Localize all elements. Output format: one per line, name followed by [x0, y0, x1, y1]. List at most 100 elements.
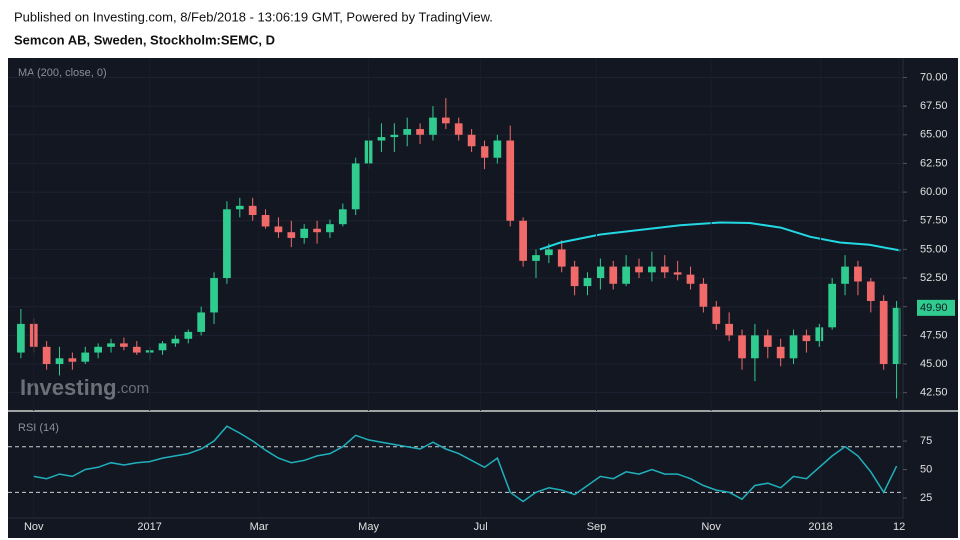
legend-entry: RSI (14) — [18, 422, 59, 434]
y-tick-label: 67.50 — [920, 100, 948, 112]
candle-body — [42, 346, 51, 365]
candle-body — [403, 129, 412, 135]
candle-body — [81, 352, 90, 362]
x-tick-label: Jul — [474, 521, 488, 533]
candle-body — [158, 343, 167, 351]
candle-body — [892, 307, 901, 365]
series-line — [539, 221, 901, 252]
watermark-part: Investing — [20, 375, 117, 400]
candle-body — [506, 140, 515, 221]
candle-body — [789, 335, 798, 359]
candle-body — [751, 335, 759, 359]
x-tick-label: Sep — [587, 521, 607, 533]
y-tick-label: 42.50 — [920, 387, 948, 399]
candle-body — [828, 283, 837, 328]
candle-body — [802, 335, 811, 342]
candle-body — [17, 323, 25, 353]
candle-body — [171, 338, 180, 344]
y-tick-label: 65.00 — [920, 129, 948, 141]
candle-body — [841, 266, 849, 284]
candle-body — [635, 266, 643, 273]
y-tick-label: 75 — [920, 435, 932, 447]
candle-body — [274, 226, 283, 233]
candle-body — [120, 343, 128, 347]
y-tick-label: 55.00 — [920, 243, 948, 255]
candle-body — [261, 215, 270, 227]
candle-body — [287, 232, 296, 238]
y-tick-label: 52.50 — [920, 272, 948, 284]
candle-body — [184, 331, 193, 339]
legend-entry: MA (200, close, 0) — [18, 67, 107, 79]
candle-body — [609, 266, 618, 284]
candle-body — [763, 335, 772, 347]
candle-body — [197, 312, 206, 332]
candle-body — [557, 249, 566, 267]
candle-body — [660, 266, 669, 273]
y-tick-label: 60.00 — [920, 186, 948, 198]
candle-body — [223, 209, 231, 279]
candle-body — [416, 129, 424, 135]
candle-body — [738, 335, 746, 359]
candle-body — [68, 358, 77, 362]
x-tick-label: Mar — [250, 521, 269, 533]
candle-body — [55, 358, 64, 365]
symbol-title: Semcon AB, Sweden, Stockholm:SEMC, D — [14, 32, 275, 47]
candle-body — [699, 283, 708, 307]
candle-body — [570, 266, 579, 287]
y-tick-label: 62.50 — [920, 157, 948, 169]
candle-body — [94, 346, 103, 353]
candle-body — [673, 272, 682, 275]
x-tick-label: 2017 — [137, 521, 161, 533]
candle-body — [596, 266, 605, 279]
x-tick-label: 2018 — [808, 521, 832, 533]
candle-body — [467, 134, 476, 147]
candle-body — [493, 140, 502, 158]
candle-body — [390, 134, 399, 138]
candle-body — [338, 209, 347, 225]
y-tick-label: 50 — [920, 463, 932, 475]
candle-body — [622, 266, 630, 284]
x-tick-label: May — [358, 521, 379, 533]
watermark-part: .com — [117, 380, 150, 397]
candle-body — [725, 323, 734, 336]
watermark: Investing.com — [20, 375, 149, 400]
candle-body — [879, 300, 888, 365]
candle-body — [712, 306, 721, 324]
x-tick-label: Nov — [24, 521, 44, 533]
candle-body — [532, 255, 540, 261]
candle-body — [545, 249, 553, 256]
candle-body — [248, 205, 257, 216]
last-price-label: 49.90 — [920, 302, 948, 314]
candle-body — [300, 228, 309, 238]
candle-body — [441, 117, 450, 124]
published-note: Published on Investing.com, 8/Feb/2018 -… — [14, 9, 493, 24]
candle-body — [686, 274, 695, 284]
candle-body — [210, 278, 218, 313]
candle-body — [454, 123, 463, 135]
candle-body — [235, 205, 244, 210]
candle-body — [351, 163, 360, 210]
candle-body — [648, 266, 656, 273]
x-tick-label: Nov — [701, 521, 721, 533]
y-tick-label: 57.50 — [920, 215, 948, 227]
y-tick-label: 70.00 — [920, 71, 948, 83]
y-tick-label: 45.00 — [920, 358, 948, 370]
last-price-box — [917, 299, 955, 316]
candle-body — [429, 117, 437, 135]
candle-body — [776, 346, 785, 359]
x-tick-label: 12 — [893, 521, 905, 533]
candle-body — [132, 346, 141, 353]
candle-body — [854, 266, 862, 282]
y-tick-label: 25 — [920, 492, 932, 504]
candle-body — [583, 278, 592, 287]
candle-body — [107, 343, 115, 347]
candle-body — [377, 137, 386, 141]
y-tick-label: 47.50 — [920, 329, 948, 341]
candle-body — [313, 228, 321, 233]
candle-body — [866, 281, 875, 301]
candle-body — [326, 224, 334, 233]
series-line — [33, 425, 898, 503]
candle-body — [480, 146, 489, 158]
